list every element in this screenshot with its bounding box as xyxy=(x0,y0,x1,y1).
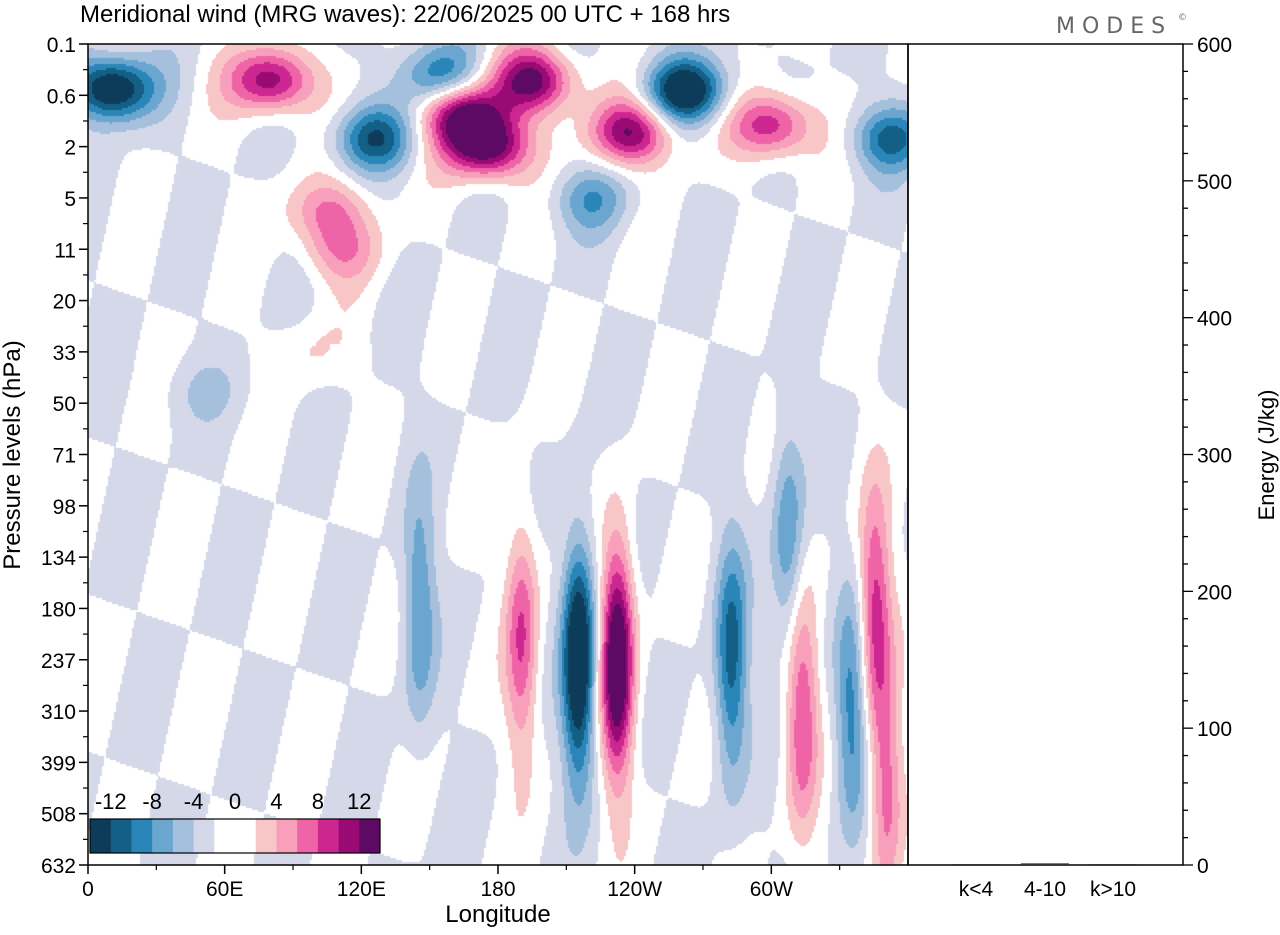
y-tick-label: 2 xyxy=(64,137,76,160)
y-tick-label: 399 xyxy=(41,752,76,775)
y-tick-label: 98 xyxy=(53,496,76,519)
y-tick-label: 33 xyxy=(53,342,76,365)
energy-tick-label: 100 xyxy=(1197,718,1232,741)
x-axis-label: Longitude xyxy=(445,901,550,928)
energy-tick-label: 0 xyxy=(1197,855,1209,878)
logo-mark: © xyxy=(1178,13,1187,23)
colorbar-label: -12 xyxy=(95,789,127,814)
colorbar-swatch xyxy=(110,819,132,853)
energy-category-label: 4-10 xyxy=(1024,878,1066,901)
logo-text: MODES xyxy=(1056,14,1172,39)
colorbar: -12 -8 -4 0 4 8 12 xyxy=(89,789,381,854)
colorbar-swatch xyxy=(359,819,381,853)
longitude-axis: 0 60E 120E 180 120W 60W xyxy=(82,865,841,901)
x-tick-label: 120W xyxy=(607,878,662,901)
energy-frame xyxy=(907,43,1184,866)
energy-tick-label: 600 xyxy=(1197,34,1232,57)
energy-tick-label: 400 xyxy=(1197,308,1232,331)
x-tick-label: 60W xyxy=(750,878,793,901)
energy-bar-4-10 xyxy=(1021,863,1069,865)
colorbar-label: 0 xyxy=(229,789,241,814)
colorbar-swatch xyxy=(193,819,215,853)
y-axis-label: Pressure levels (hPa) xyxy=(0,340,26,569)
colorbar-swatch xyxy=(235,819,257,853)
colorbar-swatch xyxy=(255,819,277,853)
energy-axis-label: Energy (J/kg) xyxy=(1254,390,1279,521)
y-tick-label: 508 xyxy=(41,804,76,827)
colorbar-swatch xyxy=(172,819,194,853)
energy-category-label: k>10 xyxy=(1090,878,1136,901)
colorbar-swatch xyxy=(297,819,319,853)
y-tick-label: 0.6 xyxy=(47,85,76,108)
y-tick-label: 237 xyxy=(41,650,76,673)
pressure-axis: 0.1 0.6 2 5 11 20 33 50 71 98 134 180 237 310 399 508 63… xyxy=(41,34,88,878)
energy-category-label: k<4 xyxy=(959,878,994,901)
energy-bar-k<4 xyxy=(952,864,1000,865)
x-tick-label: 0 xyxy=(82,878,94,901)
colorbar-label: 8 xyxy=(312,789,324,814)
y-tick-label: 0.1 xyxy=(47,34,76,57)
energy-tick-label: 300 xyxy=(1197,445,1232,468)
colorbar-swatch xyxy=(152,819,174,853)
y-tick-label: 11 xyxy=(54,239,76,262)
colorbar-frame xyxy=(89,818,381,854)
y-tick-label: 180 xyxy=(41,598,76,621)
chart-title: Meridional wind (MRG waves): 22/06/2025 … xyxy=(80,1,730,28)
x-tick-label: 60E xyxy=(206,878,243,901)
y-tick-label: 20 xyxy=(53,291,76,314)
energy-bars: k<4 4-10 k>10 xyxy=(952,863,1137,901)
energy-axis: 0 100 200 300 400 500 600 xyxy=(1183,34,1232,878)
colorbar-swatch xyxy=(276,819,298,853)
y-tick-label: 134 xyxy=(41,547,76,570)
y-tick-label: 310 xyxy=(41,701,76,724)
y-tick-label: 632 xyxy=(41,855,76,878)
energy-bar-k>10 xyxy=(1089,864,1137,865)
modes-logo: MODES © xyxy=(1056,13,1187,39)
colorbar-swatch xyxy=(90,819,112,853)
colorbar-swatch xyxy=(317,819,339,853)
colorbar-label: -4 xyxy=(184,789,204,814)
y-tick-label: 71 xyxy=(53,445,76,468)
colorbar-swatch xyxy=(131,819,153,853)
energy-tick-label: 200 xyxy=(1197,581,1232,604)
colorbar-swatch xyxy=(214,819,236,853)
x-tick-label: 120E xyxy=(337,878,386,901)
x-tick-label: 180 xyxy=(480,878,515,901)
colorbar-label: 12 xyxy=(347,789,371,814)
colorbar-swatch xyxy=(338,819,360,853)
colorbar-label: -8 xyxy=(142,789,162,814)
heatmap-field xyxy=(88,44,908,865)
energy-tick-label: 500 xyxy=(1197,171,1232,194)
y-tick-label: 5 xyxy=(64,188,76,211)
y-tick-label: 50 xyxy=(53,393,76,416)
colorbar-label: 4 xyxy=(270,789,282,814)
